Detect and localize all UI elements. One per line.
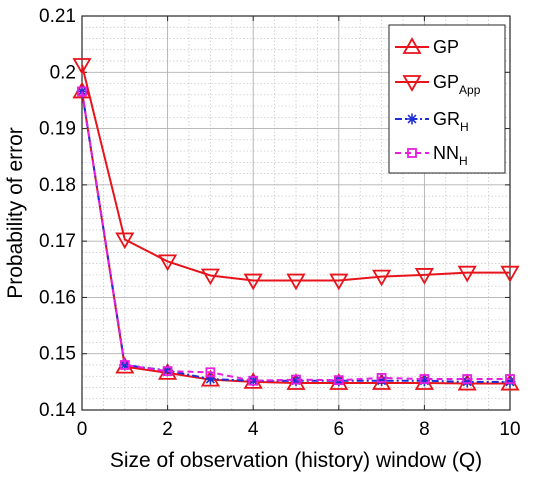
data-point: [162, 366, 173, 377]
axis-ticks: [81, 15, 511, 411]
series-line: [81, 91, 510, 382]
y-tick-label: 0.14: [39, 400, 76, 421]
data-point: [77, 86, 87, 97]
legend-marker: [407, 148, 417, 158]
data-point: [286, 273, 306, 291]
data-point: [414, 268, 434, 285]
legend-item: GP: [395, 37, 459, 57]
data-point: [243, 273, 263, 291]
y-tick-label: 0.18: [39, 175, 76, 196]
data-point: [376, 373, 387, 383]
legend-label: GP: [433, 37, 459, 57]
y-tick-label: 0.16: [39, 287, 76, 308]
x-tick-label: 4: [248, 419, 259, 440]
data-point: [419, 374, 430, 384]
legend-item: GRH: [395, 109, 469, 134]
y-tick-label: 0.19: [39, 119, 76, 140]
data-point: [505, 374, 515, 384]
legend-item: NNH: [395, 143, 468, 168]
data-point: [329, 273, 349, 291]
legend-label: GPApp: [433, 72, 481, 97]
data-point: [333, 375, 344, 386]
x-tick-label: 2: [162, 419, 173, 440]
legend: GP GPApp GRH NNH: [388, 24, 506, 174]
legend-marker: [406, 113, 418, 125]
y-axis-label: Probability of error: [4, 127, 27, 299]
data-point: [200, 268, 220, 286]
data-point: [205, 367, 216, 378]
y-tick-label: 0.15: [39, 344, 76, 365]
y-tick-label: 0.21: [39, 6, 76, 27]
data-point: [158, 254, 178, 272]
legend-label: NNH: [433, 143, 468, 168]
data-point: [115, 232, 135, 250]
data-point: [462, 374, 473, 384]
x-tick-label: 0: [77, 419, 88, 440]
y-tick-label: 0.2: [50, 62, 76, 83]
minor-grid: [82, 16, 510, 410]
x-tick-label: 6: [334, 419, 345, 440]
x-axis-label: Size of observation (history) window (Q): [110, 449, 482, 472]
legend-marker: [402, 37, 422, 54]
series-gp-app: [72, 58, 520, 291]
data-point: [72, 58, 92, 75]
data-point: [457, 265, 477, 283]
series-nn-h: [77, 86, 515, 386]
data-point: [291, 374, 301, 385]
data-point: [500, 265, 520, 283]
data-point: [119, 360, 130, 370]
series-line: [81, 64, 510, 282]
series-layer: [72, 58, 520, 391]
x-tick-label: 8: [419, 419, 430, 440]
plot-area-frame: [81, 15, 511, 411]
legend-label: GRH: [433, 109, 469, 134]
legend-item: GPApp: [395, 72, 481, 97]
x-tick-label: 10: [499, 419, 520, 440]
data-point: [372, 269, 392, 287]
data-point: [248, 375, 259, 386]
x-tick-labels: 0 2 4 6 8 10: [77, 419, 521, 440]
y-tick-label: 0.17: [39, 231, 76, 252]
y-tick-labels: 0.14 0.15 0.16 0.17 0.18 0.19 0.2 0.21: [39, 6, 76, 421]
legend-marker: [402, 75, 422, 92]
